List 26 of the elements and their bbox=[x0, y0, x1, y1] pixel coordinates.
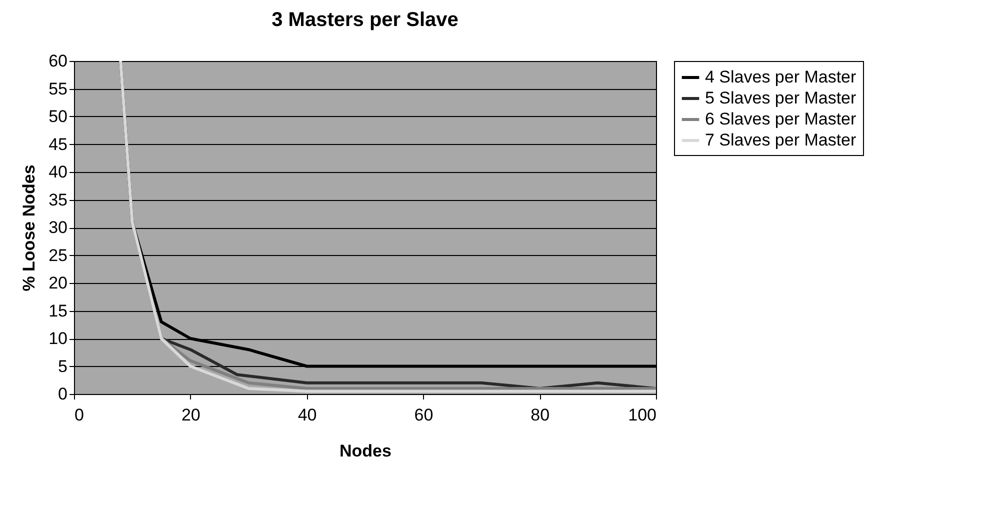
x-tick-label: 80 bbox=[530, 406, 550, 424]
y-tick-label: 5 bbox=[58, 356, 68, 376]
x-tick-label: 0 bbox=[74, 406, 84, 424]
chart-title: 3 Masters per Slave bbox=[272, 9, 458, 31]
y-tick-label: 55 bbox=[48, 79, 68, 98]
y-tick-label: 15 bbox=[48, 301, 68, 320]
legend-label: 6 Slaves per Master bbox=[705, 110, 857, 128]
y-tick-label: 25 bbox=[48, 246, 68, 265]
x-tick-label: 40 bbox=[298, 406, 317, 424]
y-tick-label: 10 bbox=[48, 329, 68, 348]
legend-label: 4 Slaves per Master bbox=[705, 68, 857, 86]
y-tick-label: 60 bbox=[48, 52, 68, 70]
x-tick-label: 100 bbox=[628, 406, 656, 424]
x-tick-label: 20 bbox=[181, 406, 200, 424]
y-tick-label: 50 bbox=[48, 107, 68, 126]
legend-label: 7 Slaves per Master bbox=[705, 130, 857, 150]
y-tick-label: 30 bbox=[48, 218, 68, 237]
legend-label: 5 Slaves per Master bbox=[705, 88, 857, 108]
y-axis-title: % Loose Nodes bbox=[20, 164, 39, 292]
y-tick-label: 40 bbox=[48, 162, 68, 182]
x-tick-label: 60 bbox=[414, 406, 434, 424]
y-tick-label: 0 bbox=[58, 384, 68, 404]
x-axis-title: Nodes bbox=[340, 442, 392, 460]
y-tick-label: 35 bbox=[48, 190, 68, 210]
y-tick-label: 45 bbox=[48, 134, 68, 154]
y-tick-label: 20 bbox=[48, 274, 68, 292]
